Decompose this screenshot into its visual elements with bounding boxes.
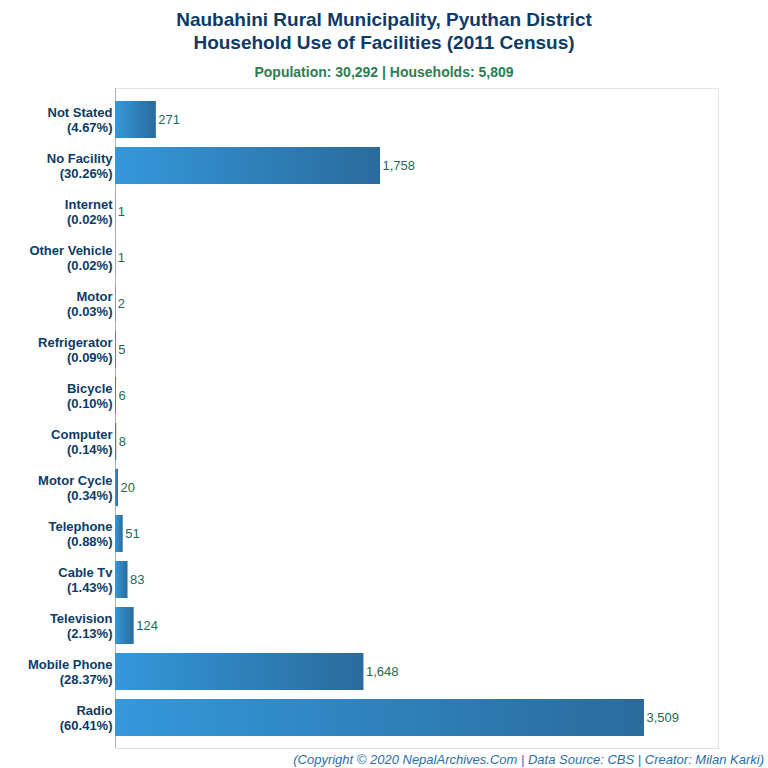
- svg-text:1,758: 1,758: [383, 158, 416, 173]
- svg-text:No Facility(30.26%): No Facility(30.26%): [47, 151, 114, 180]
- svg-text:271: 271: [158, 112, 180, 127]
- svg-text:Not Stated(4.67%): Not Stated(4.67%): [48, 105, 113, 134]
- svg-text:Mobile Phone(28.37%): Mobile Phone(28.37%): [28, 657, 113, 686]
- svg-text:Computer(0.14%): Computer(0.14%): [51, 427, 112, 456]
- svg-text:Cable Tv(1.43%): Cable Tv(1.43%): [58, 565, 113, 594]
- svg-text:8: 8: [119, 434, 126, 449]
- html-text:Naubahini Rural Municipality,: Naubahini Rural Municipality, Pyuthan Di…: [176, 9, 592, 53]
- svg-text:Telephone(0.88%): Telephone(0.88%): [48, 519, 112, 548]
- svg-text:Motor(0.03%): Motor(0.03%): [67, 289, 113, 318]
- svg-text:Refrigerator(0.09%): Refrigerator(0.09%): [38, 335, 112, 364]
- svg-text:Internet(0.02%): Internet(0.02%): [65, 197, 113, 226]
- svg-text:83: 83: [130, 572, 144, 587]
- svg-text:Other Vehicle(0.02%): Other Vehicle(0.02%): [29, 243, 112, 272]
- svg-text:1: 1: [118, 204, 125, 219]
- svg-text:3,509: 3,509: [646, 710, 679, 725]
- svg-text:Bicycle(0.10%): Bicycle(0.10%): [67, 381, 113, 410]
- svg-text:Motor Cycle(0.34%): Motor Cycle(0.34%): [38, 473, 112, 502]
- svg-text:Television(2.13%): Television(2.13%): [50, 611, 113, 640]
- svg-text:5: 5: [118, 342, 125, 357]
- svg-text:124: 124: [136, 618, 158, 633]
- html-text:Population: 30,292 | Household: Population: 30,292 | Households: 5,809: [254, 64, 514, 80]
- svg-text:Radio(60.41%): Radio(60.41%): [60, 703, 113, 732]
- svg-text:2: 2: [118, 296, 125, 311]
- svg-text:51: 51: [125, 526, 139, 541]
- svg-text:20: 20: [121, 480, 135, 495]
- svg-text:1: 1: [118, 250, 125, 265]
- html-text:(Copyright © 2020 NepalArchive: (Copyright © 2020 NepalArchives.Com | Da…: [293, 752, 764, 767]
- svg-text:1,648: 1,648: [366, 664, 399, 679]
- svg-text:6: 6: [118, 388, 125, 403]
